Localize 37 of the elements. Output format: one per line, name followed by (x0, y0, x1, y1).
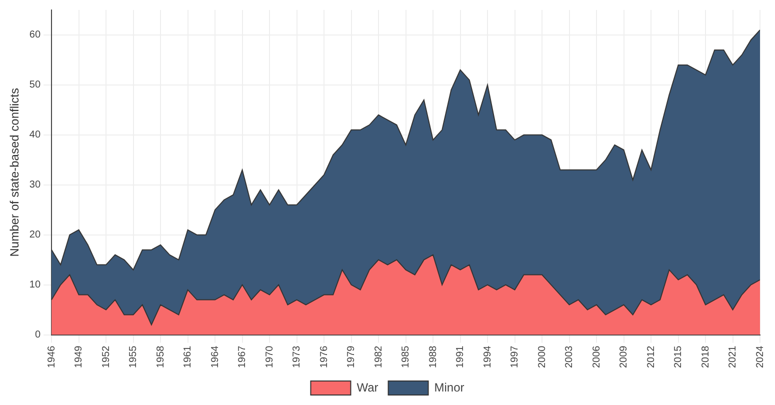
x-tick-label: 2009 (618, 345, 630, 368)
y-tick-label: 50 (29, 80, 41, 91)
x-tick-label: 1946 (46, 345, 58, 368)
x-tick-label: 2000 (536, 345, 548, 368)
x-tick-label: 1961 (182, 345, 194, 368)
x-tick-label: 1991 (455, 345, 466, 368)
y-tick-label: 40 (29, 130, 41, 141)
x-tick-label: 2003 (564, 345, 576, 368)
x-tick-label: 1964 (210, 345, 221, 368)
legend-label: Minor (434, 380, 464, 394)
x-tick-label: 2018 (700, 345, 712, 368)
x-tick-label: 1952 (100, 345, 112, 368)
x-tick-label: 1997 (510, 345, 521, 368)
y-tick-label: 60 (29, 30, 41, 41)
x-tick-label: 1955 (128, 345, 140, 368)
y-tick-label: 30 (29, 180, 41, 191)
x-tick-label: 2006 (591, 345, 602, 368)
x-tick-label: 1976 (318, 345, 330, 368)
legend-label: War (356, 380, 378, 394)
x-tick-label: 1958 (155, 345, 166, 368)
x-tick-label: 1982 (373, 345, 384, 368)
x-tick-label: 1973 (292, 345, 303, 368)
x-tick-label: 1949 (74, 345, 85, 368)
y-tick-label: 0 (34, 330, 41, 341)
x-tick-label: 2024 (754, 345, 766, 368)
y-axis-title: Number of state-based conflicts (8, 88, 22, 257)
x-tick-label: 1970 (264, 345, 276, 368)
y-tick-label: 10 (29, 280, 41, 291)
y-tick-label: 20 (29, 230, 41, 241)
x-tick-label: 1985 (400, 345, 412, 368)
x-tick-label: 2021 (728, 345, 738, 368)
x-tick-label: 1979 (346, 345, 358, 368)
x-tick-label: 2015 (673, 345, 684, 368)
x-tick-label: 1967 (237, 345, 248, 368)
x-tick-label: 2012 (646, 345, 657, 368)
x-tick-label: 1988 (428, 345, 439, 368)
x-tick-label: 1994 (482, 345, 494, 368)
